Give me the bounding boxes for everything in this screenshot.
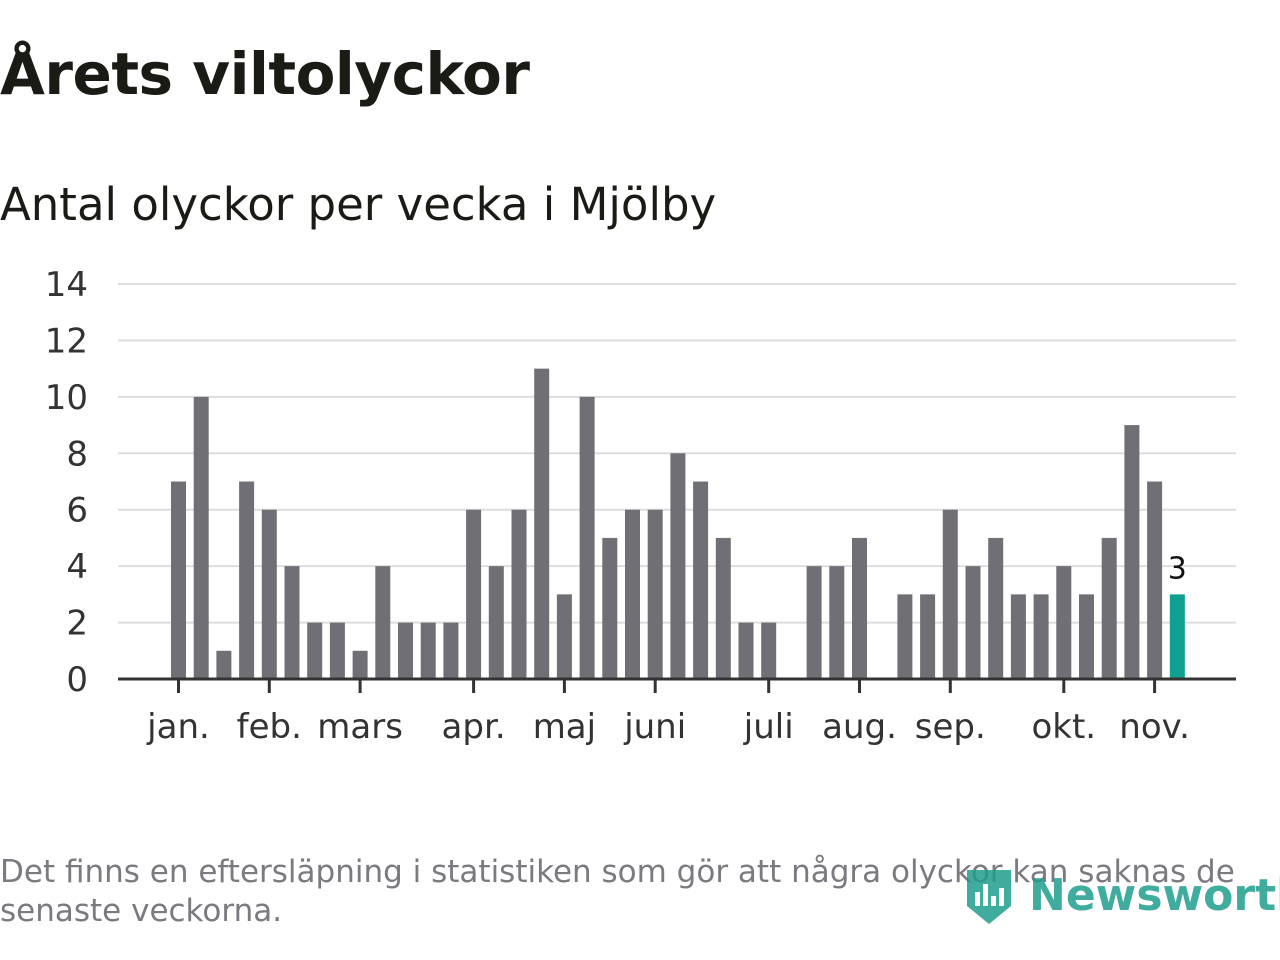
y-tick-label: 14 bbox=[45, 265, 88, 305]
highlight-value-label: 3 bbox=[1168, 551, 1187, 586]
bar bbox=[171, 481, 186, 679]
bar bbox=[806, 566, 822, 679]
bar bbox=[261, 509, 277, 679]
bar bbox=[1056, 566, 1072, 679]
bar bbox=[1124, 425, 1140, 679]
bar bbox=[647, 509, 663, 679]
bar bbox=[443, 622, 459, 679]
chart-title: Årets viltolyckor bbox=[0, 40, 530, 108]
bar bbox=[1147, 481, 1163, 679]
bar bbox=[920, 594, 936, 679]
bar bbox=[693, 481, 709, 679]
x-tick-label: aug. bbox=[822, 707, 897, 747]
newsworthy-logo-icon bbox=[967, 870, 1011, 924]
bar bbox=[488, 566, 504, 679]
brand-name: Newsworthy bbox=[1029, 869, 1280, 921]
bar bbox=[352, 650, 368, 679]
bar bbox=[602, 537, 618, 679]
bar bbox=[556, 594, 572, 679]
x-tick-label: nov. bbox=[1119, 707, 1190, 747]
x-tick-label: sep. bbox=[915, 707, 986, 747]
bar bbox=[239, 481, 255, 679]
y-tick-label: 2 bbox=[66, 604, 88, 644]
y-tick-label: 4 bbox=[66, 547, 88, 587]
x-tick-label: okt. bbox=[1031, 707, 1096, 747]
bar bbox=[284, 566, 300, 679]
y-tick-label: 0 bbox=[66, 660, 88, 700]
bar bbox=[988, 537, 1004, 679]
bar bbox=[942, 509, 958, 679]
bar bbox=[965, 566, 981, 679]
x-tick-label: juni bbox=[623, 707, 686, 747]
bar bbox=[715, 537, 731, 679]
highlight-bar bbox=[1169, 594, 1185, 679]
bar bbox=[193, 396, 209, 679]
bar bbox=[761, 622, 777, 679]
y-tick-label: 6 bbox=[66, 491, 88, 531]
bar bbox=[511, 509, 527, 679]
x-tick-label: mars bbox=[317, 707, 403, 747]
bar bbox=[829, 566, 845, 679]
x-tick-label: apr. bbox=[442, 707, 506, 747]
bar bbox=[897, 594, 913, 679]
x-tick-label: jan. bbox=[146, 707, 210, 747]
bar bbox=[579, 396, 595, 679]
x-tick-label: maj bbox=[533, 707, 596, 747]
bar bbox=[852, 537, 867, 679]
bar bbox=[670, 453, 686, 679]
bar bbox=[738, 622, 754, 679]
bar bbox=[216, 650, 232, 679]
bar bbox=[375, 566, 391, 679]
bar bbox=[534, 368, 550, 679]
footnote: Det finns en eftersläpning i statistiken… bbox=[0, 854, 1235, 929]
x-tick-label: juli bbox=[743, 707, 794, 747]
bar bbox=[1079, 594, 1094, 679]
bar bbox=[1010, 594, 1026, 679]
chart-subtitle: Antal olyckor per vecka i Mjölby bbox=[0, 178, 717, 231]
y-tick-label: 8 bbox=[66, 434, 88, 474]
bar bbox=[307, 622, 323, 679]
bar-chart: 0 2 4 6 8 10 12 14 3 jan. feb. mars apr. maj juni juli a… bbox=[45, 265, 1236, 747]
x-tick-label: feb. bbox=[237, 707, 302, 747]
brand-logo: Newsworthy bbox=[963, 860, 1280, 930]
bar bbox=[466, 509, 482, 679]
bar bbox=[398, 622, 413, 679]
bar bbox=[625, 509, 640, 679]
bar bbox=[329, 622, 345, 679]
bar bbox=[1101, 537, 1117, 679]
y-tick-label: 10 bbox=[45, 378, 88, 418]
bar bbox=[1033, 594, 1049, 679]
y-tick-label: 12 bbox=[45, 321, 88, 361]
bar bbox=[420, 622, 436, 679]
